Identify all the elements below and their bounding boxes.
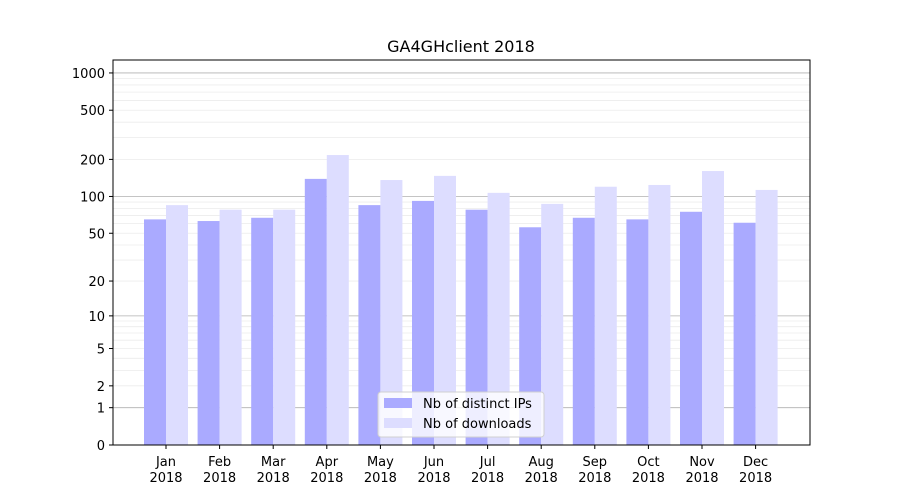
bar-distinct-ips xyxy=(358,205,381,445)
x-tick-label: 2018 xyxy=(417,471,450,486)
x-tick-label: 2018 xyxy=(525,471,558,486)
bar-downloads xyxy=(380,180,403,446)
bar-downloads xyxy=(702,171,724,445)
x-tick-label: Sep xyxy=(583,455,608,470)
bar-downloads xyxy=(166,205,188,445)
y-tick-label: 2 xyxy=(97,380,105,395)
x-tick-label: 2018 xyxy=(149,471,182,486)
bar-distinct-ips xyxy=(144,219,166,445)
bar-distinct-ips xyxy=(733,222,756,445)
x-tick-label: Apr xyxy=(316,455,339,470)
x-tick-label: Jul xyxy=(479,455,496,470)
bar-distinct-ips xyxy=(197,221,220,445)
x-tick-label: 2018 xyxy=(310,471,343,486)
y-tick-label: 20 xyxy=(88,275,105,290)
x-tick-label: 2018 xyxy=(632,471,665,486)
legend-swatch xyxy=(384,418,412,428)
bar-downloads xyxy=(648,184,671,445)
legend-box xyxy=(377,391,545,438)
bar-downloads xyxy=(273,209,296,445)
x-tick-label: 2018 xyxy=(471,471,504,486)
bar-distinct-ips xyxy=(251,217,274,445)
y-tick-label: 5 xyxy=(97,343,105,358)
x-tick-label: 2018 xyxy=(364,471,397,486)
x-tick-label: Jun xyxy=(423,455,444,470)
x-tick-label: Oct xyxy=(637,455,659,470)
bar-distinct-ips xyxy=(572,217,595,445)
x-axis: Jan2018Feb2018Mar2018Apr2018May2018Jun20… xyxy=(149,445,772,486)
x-tick-label: 2018 xyxy=(685,471,718,486)
x-tick-label: Dec xyxy=(743,455,768,470)
legend: Nb of distinct IPs Nb of downloads xyxy=(377,391,545,438)
y-tick-label: 200 xyxy=(80,153,105,168)
bar-downloads xyxy=(434,175,456,445)
bar-downloads xyxy=(755,189,778,445)
bar-downloads xyxy=(487,192,510,445)
x-tick-label: Mar xyxy=(261,455,286,470)
x-tick-label: May xyxy=(367,455,394,470)
x-tick-label: Nov xyxy=(689,455,715,470)
y-tick-label: 1 xyxy=(97,402,105,417)
y-tick-label: 10 xyxy=(88,310,105,325)
bar-downloads xyxy=(594,186,617,445)
y-tick-label: 0 xyxy=(97,439,105,454)
x-tick-label: Jan xyxy=(155,455,176,470)
bars xyxy=(144,155,778,446)
bar-distinct-ips xyxy=(304,178,327,445)
plot-frame xyxy=(112,59,811,446)
legend-label: Nb of distinct IPs xyxy=(423,397,532,412)
y-tick-label: 50 xyxy=(88,227,105,242)
y-tick-label: 1000 xyxy=(72,67,105,82)
bar-downloads xyxy=(219,209,242,445)
bar-distinct-ips xyxy=(465,209,488,445)
legend-swatch xyxy=(384,398,412,408)
y-tick-label: 500 xyxy=(80,104,105,119)
x-tick-label: Feb xyxy=(208,455,231,470)
x-tick-label: 2018 xyxy=(203,471,236,486)
bar-distinct-ips xyxy=(626,219,649,445)
x-tick-label: 2018 xyxy=(257,471,290,486)
legend-label: Nb of downloads xyxy=(423,417,532,432)
bar-distinct-ips xyxy=(519,227,542,445)
y-axis: 0 1 2 5 10 20 50 100 200 500 1000 xyxy=(72,67,113,454)
bar-downloads xyxy=(541,203,564,445)
bar-downloads xyxy=(326,155,349,446)
bar-distinct-ips xyxy=(412,200,434,445)
x-tick-label: 2018 xyxy=(578,471,611,486)
bar-distinct-ips xyxy=(680,211,702,445)
x-tick-label: Aug xyxy=(529,455,554,470)
x-tick-label: 2018 xyxy=(739,471,772,486)
chart-title: GA4GHclient 2018 xyxy=(387,37,535,56)
y-tick-label: 100 xyxy=(80,190,105,205)
